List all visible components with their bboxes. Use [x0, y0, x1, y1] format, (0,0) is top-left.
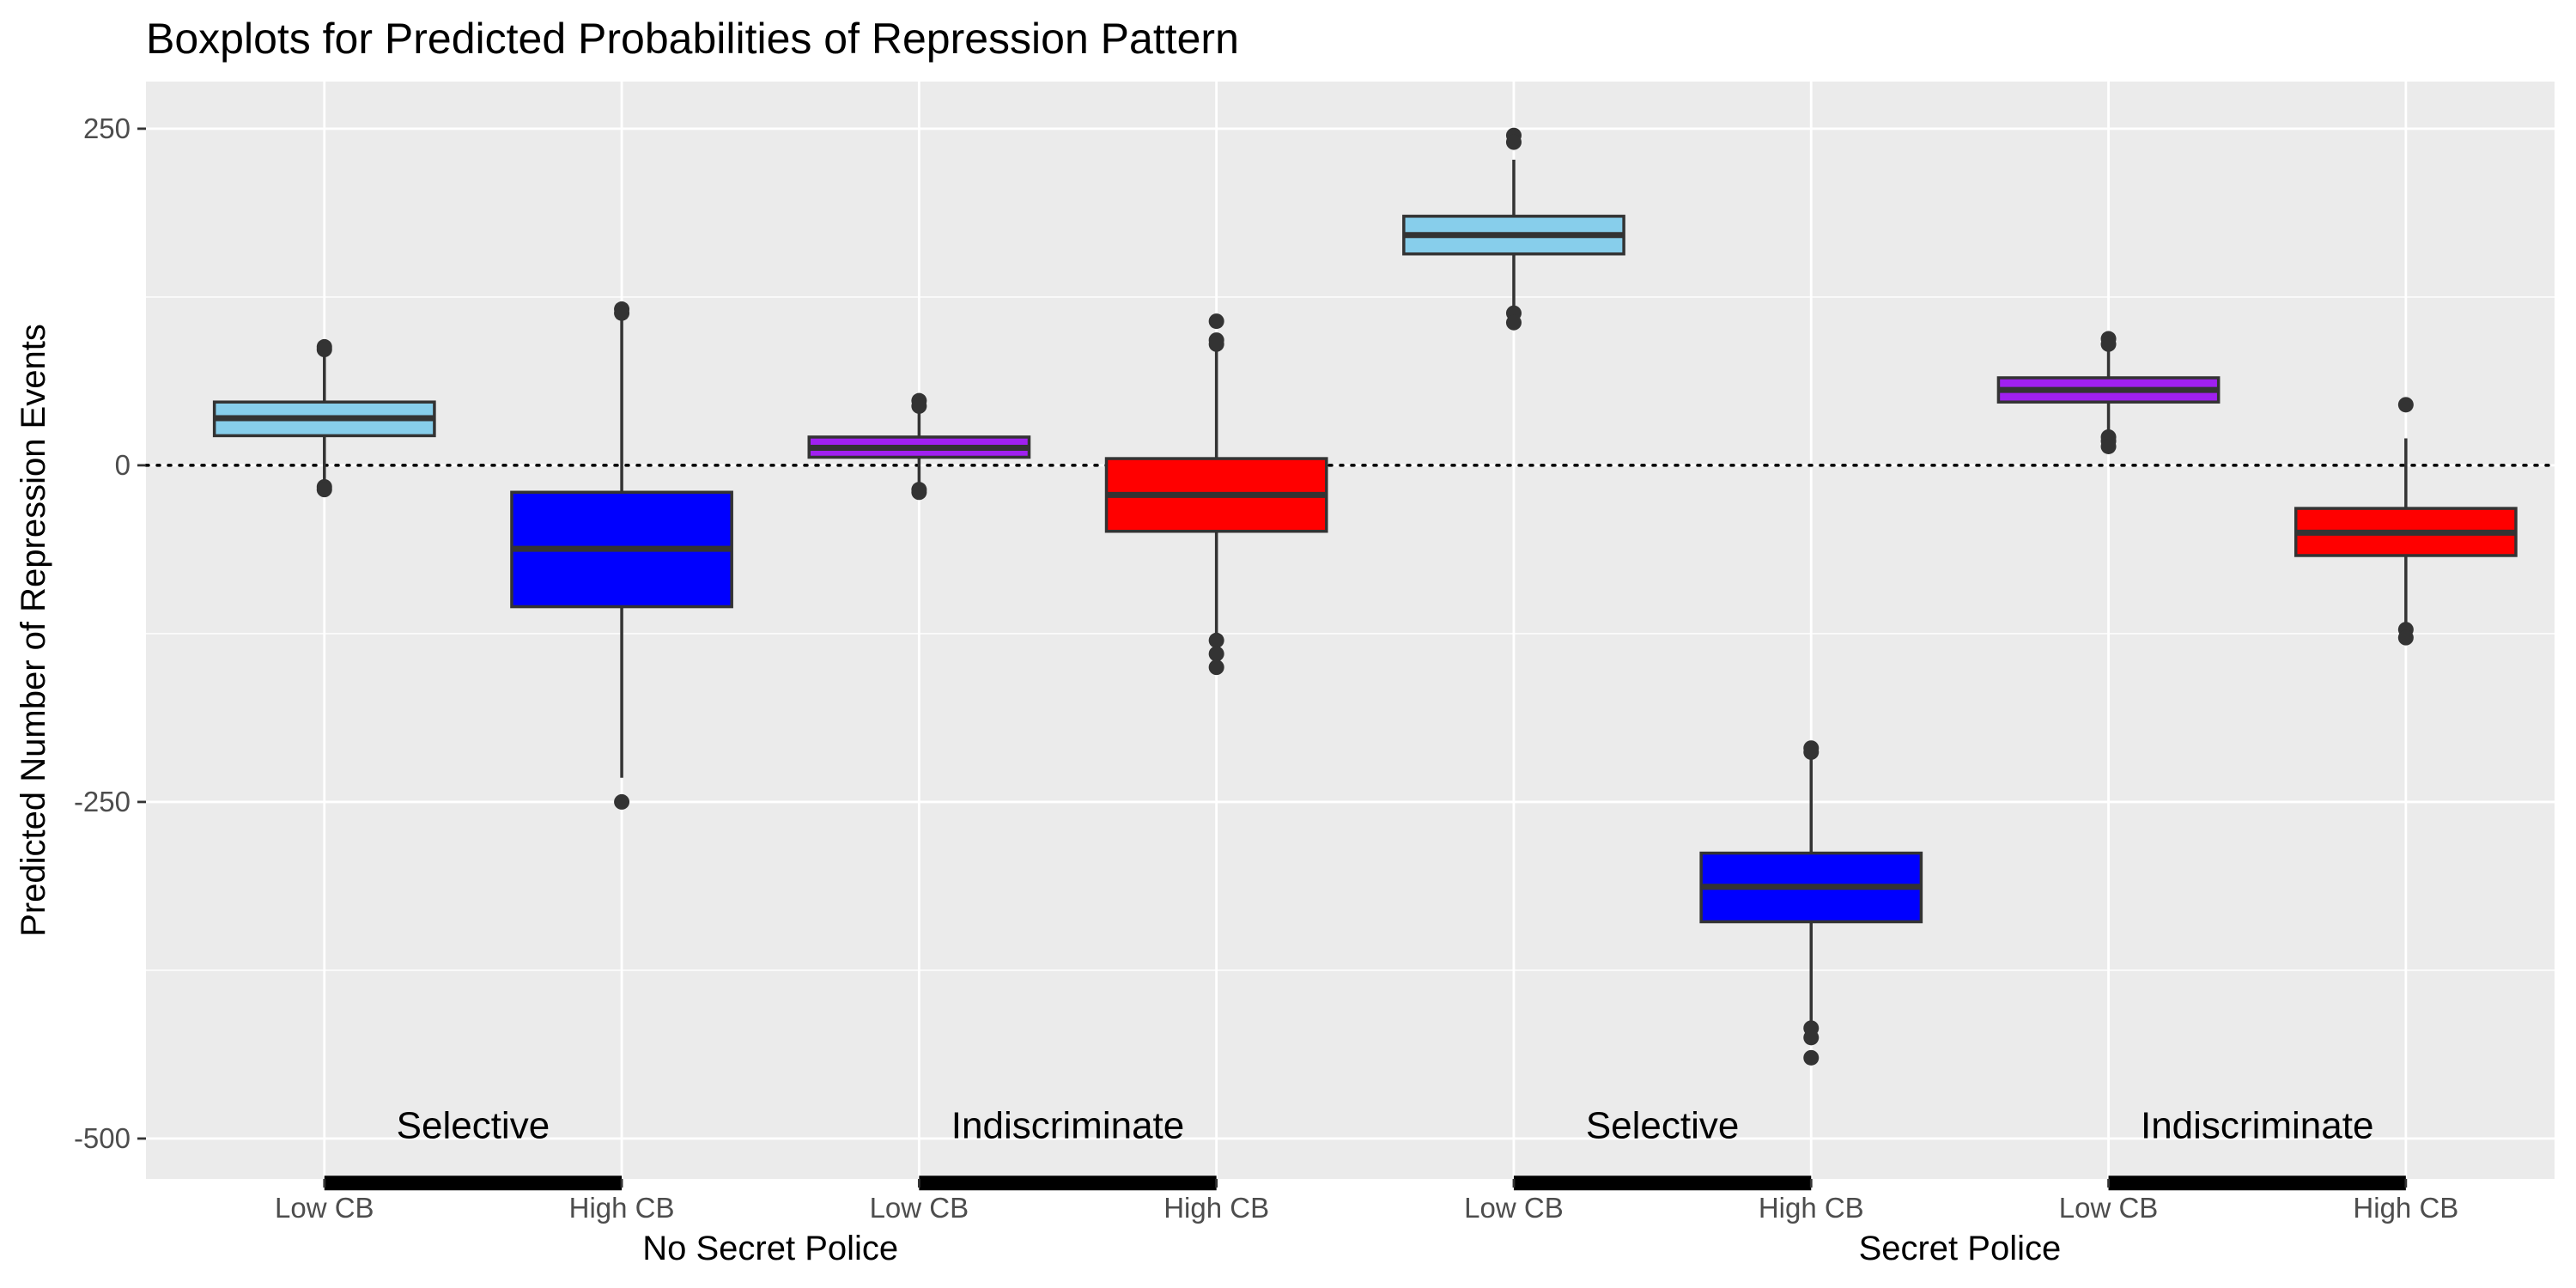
y-axis: 250 0 -250 -500	[74, 112, 146, 1154]
box-2	[510, 301, 733, 810]
outlier-point	[1208, 313, 1224, 330]
outlier-point	[614, 305, 630, 321]
x-tick-label: High CB	[1759, 1192, 1864, 1224]
annotation-label: Selective	[397, 1104, 550, 1146]
outlier-point	[1505, 134, 1522, 150]
y-tick-label: 0	[115, 449, 131, 481]
box-3	[807, 392, 1031, 501]
box-5	[1402, 127, 1625, 331]
y-tick-label: 250	[83, 112, 131, 144]
box-6	[1699, 740, 1923, 1066]
plot-panel	[146, 82, 2555, 1179]
x-tick-label: Low CB	[275, 1192, 374, 1224]
x-group-label: Secret Police	[1859, 1230, 2062, 1267]
outlier-point	[1505, 314, 1522, 331]
y-axis-title: Predicted Number of Repression Events	[15, 324, 52, 937]
outlier-point	[2397, 397, 2414, 413]
box-1	[212, 338, 436, 498]
outlier-point	[911, 398, 927, 414]
annotation-label: Indiscriminate	[2141, 1104, 2373, 1146]
y-tick-label: -250	[74, 786, 131, 817]
outlier-point	[1803, 744, 1820, 760]
box-8	[2293, 397, 2518, 646]
outlier-point	[1803, 1049, 1820, 1066]
outlier-point	[1208, 336, 1224, 352]
outlier-point	[1208, 632, 1224, 648]
x-tick-label: Low CB	[2059, 1192, 2159, 1224]
x-group-label: No Secret Police	[642, 1230, 898, 1267]
outlier-point	[316, 482, 332, 498]
annotation-group: Selective Indiscriminate Selective Indiscri…	[397, 1104, 2374, 1146]
outlier-point	[614, 793, 630, 810]
box-4	[1104, 313, 1328, 676]
annotation-label: Selective	[1586, 1104, 1740, 1146]
boxplot-series	[212, 127, 2518, 1066]
y-tick-label: -500	[74, 1122, 131, 1154]
x-tick-label: Low CB	[1464, 1192, 1564, 1224]
x-tick-label: High CB	[1163, 1192, 1269, 1224]
outlier-point	[2397, 629, 2414, 646]
outlier-point	[1208, 659, 1224, 676]
x-tick-label: High CB	[569, 1192, 675, 1224]
outlier-point	[1208, 646, 1224, 662]
chart-title: Boxplots for Predicted Probabilities of …	[146, 15, 1239, 63]
box-7	[1996, 331, 2221, 454]
x-tick-label: Low CB	[870, 1192, 969, 1224]
outlier-point	[1803, 1030, 1820, 1046]
x-axis: Low CB High CB Low CB High CB Low CB High CB L…	[275, 1179, 2458, 1267]
outlier-point	[911, 484, 927, 501]
annotation-label: Indiscriminate	[951, 1104, 1184, 1146]
outlier-point	[2100, 336, 2117, 352]
outlier-point	[2100, 438, 2117, 454]
outlier-point	[316, 342, 332, 358]
x-tick-label: High CB	[2353, 1192, 2458, 1224]
